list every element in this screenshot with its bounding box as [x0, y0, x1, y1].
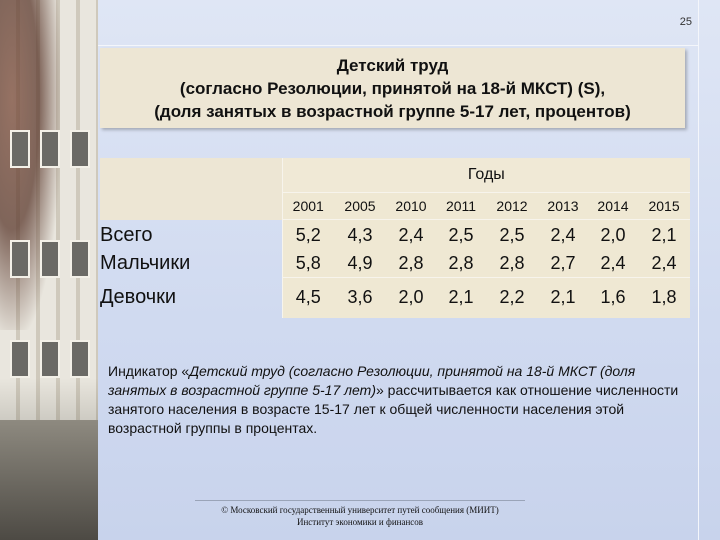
indicator-note: Индикатор «Детский труд (согласно Резолю… [108, 362, 688, 438]
table-cell: 4,3 4,9 [334, 219, 386, 278]
building-window [10, 240, 30, 278]
building-window [10, 340, 30, 378]
building-window [10, 130, 30, 168]
right-divider [698, 0, 699, 540]
street-ground [0, 420, 98, 540]
table-cell: 4,5 [281, 277, 334, 318]
note-indicator-name: Детский труд (согласно Резолюции, принят… [108, 363, 636, 398]
page-title: Детский труд [336, 56, 449, 75]
year-header: 2011 [436, 192, 486, 220]
building-window [40, 340, 60, 378]
building-window [40, 240, 60, 278]
note-definition: » рассчитывается как отношение численнос… [108, 382, 679, 436]
page-number: 25 [679, 16, 692, 28]
year-header: 2001 [281, 192, 334, 220]
table-cell: 2,0 2,4 [588, 219, 638, 278]
table-cell: 2,5 2,8 [436, 219, 486, 278]
year-header: 2010 [386, 192, 436, 220]
table-cell: 1,6 [588, 277, 638, 318]
table-cell: 2,0 [386, 277, 436, 318]
footer-divider [195, 500, 525, 501]
table-corner [100, 158, 282, 220]
table-cell: 2,1 [538, 277, 588, 318]
table-cell: 2,5 2,8 [486, 219, 538, 278]
data-table: Годы 2001 2005 2010 2011 2012 2013 2014 … [100, 158, 691, 318]
building-window [70, 130, 90, 168]
table-row: Всего Мальчики 5,2 5,8 4,3 4,9 2,4 2,8 2,5 2… [100, 219, 691, 278]
years-header: Годы [281, 158, 691, 193]
table-cell: 2,4 2,8 [386, 219, 436, 278]
year-header: 2005 [334, 192, 386, 220]
table-cell: 2,2 [486, 277, 538, 318]
year-header: 2013 [538, 192, 588, 220]
building-window [40, 130, 60, 168]
footer-university: © Московский государственный университет… [221, 505, 499, 515]
table-cell: 2,1 2,4 [638, 219, 691, 278]
row-label: Мальчики [100, 251, 191, 274]
table-cell: 2,4 2,7 [538, 219, 588, 278]
table-cell: 5,2 5,8 [281, 219, 334, 278]
page-subtitle-2: (доля занятых в возрастной группе 5-17 л… [154, 102, 631, 121]
footer-institute: Институт экономики и финансов [296, 517, 424, 527]
page-subtitle: (согласно Резолюции, принятой на 18-й МК… [179, 79, 606, 98]
year-header: 2014 [588, 192, 638, 220]
table-row: Девочки 4,5 3,6 2,0 2,1 2,2 2,1 1,6 1,8 [100, 277, 691, 318]
year-header: 2015 [638, 192, 691, 220]
year-header: 2012 [486, 192, 538, 220]
building-window [70, 240, 90, 278]
header-divider [98, 45, 698, 46]
table-cell: 1,8 [638, 277, 691, 318]
building-window [70, 340, 90, 378]
row-label-group: Всего Мальчики [100, 220, 282, 278]
row-label: Девочки [100, 286, 177, 308]
background-photo [0, 0, 98, 540]
table-cell: 2,1 [436, 277, 486, 318]
note-prefix: Индикатор « [108, 363, 190, 379]
title-box: Детский труд (согласно Резолюции, принят… [100, 48, 685, 128]
footer: © Московский государственный университет… [100, 504, 620, 528]
table-cell: 3,6 [334, 277, 386, 318]
row-label: Всего [100, 223, 153, 246]
